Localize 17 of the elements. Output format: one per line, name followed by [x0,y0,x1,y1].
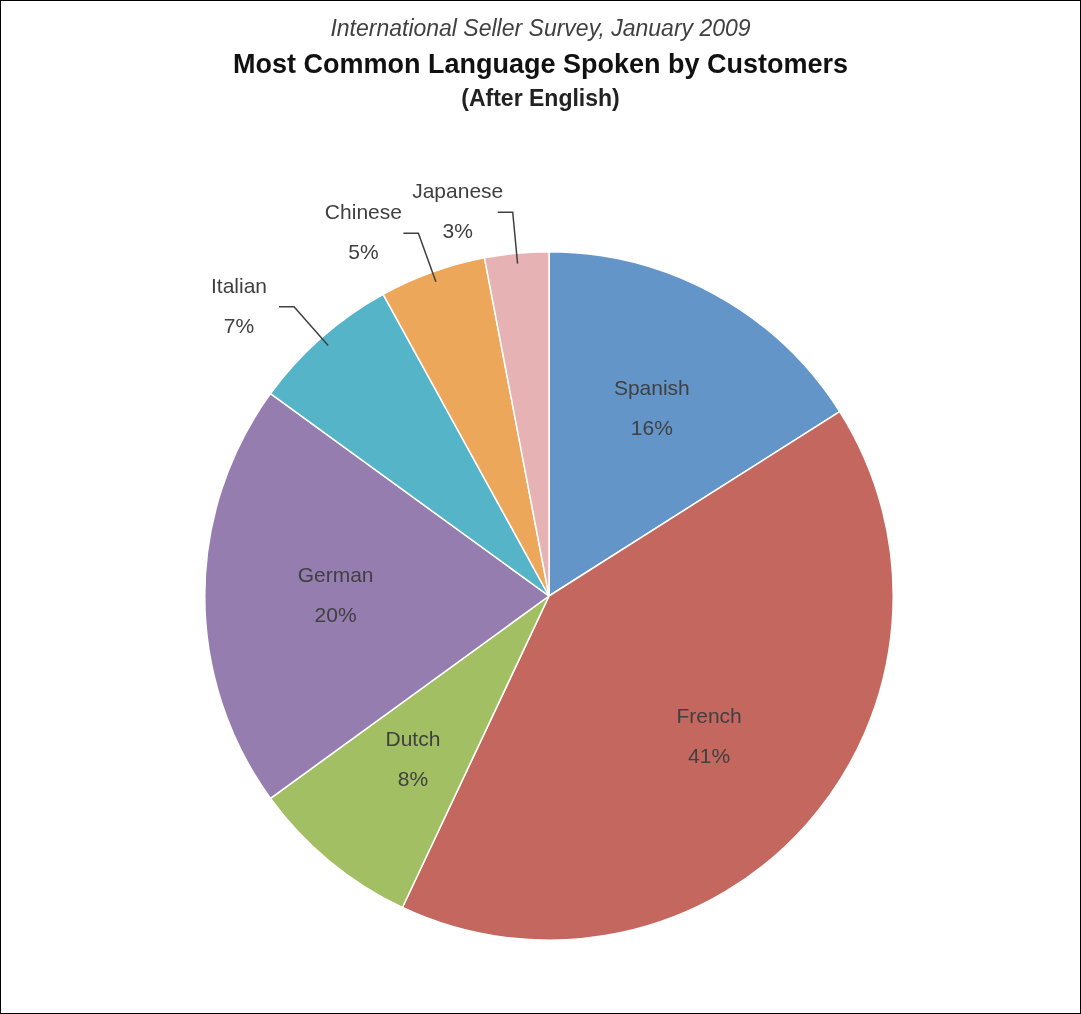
data-label: 7% [223,313,255,337]
data-label: 16% [630,415,673,439]
slice-label: Dutch [385,727,441,751]
text: International Seller Survey, January 2009 [329,15,752,42]
data-label: 20% [314,602,357,626]
slice-label: German [297,562,374,586]
data-label: 41% [688,743,731,767]
data-label: 5% [348,240,379,264]
slice-label: Chinese [324,200,402,224]
chart-title: Most Common Language Spoken by Customers [231,49,850,80]
data-label: 8% [397,767,429,791]
slice-label: French [676,703,742,727]
chart-subtitle: (After English) [460,85,621,112]
slice-label: Japanese [412,178,504,202]
slice-label: Italian [211,273,268,297]
data-label: 3% [442,218,473,242]
slice-label: Spanish [613,375,690,399]
